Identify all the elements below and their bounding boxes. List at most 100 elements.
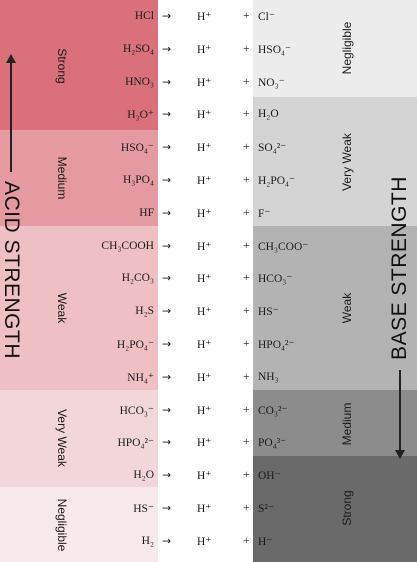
reaction-row: H₂CO₃ → H⁺ + HCO₃⁻ xyxy=(0,262,417,294)
reaction-row: H₂O → H⁺ + OH⁻ xyxy=(0,459,417,491)
dissociation-arrow: → xyxy=(162,337,172,351)
acid-band-strong xyxy=(0,0,158,130)
dissociation-arrow: → xyxy=(162,304,172,318)
proton: H⁺ xyxy=(197,175,212,187)
plus-sign: + xyxy=(243,403,250,416)
dissociation-arrow: → xyxy=(162,140,172,154)
dissociation-arrow: → xyxy=(162,173,172,187)
conjugate-base-formula: Cl⁻ xyxy=(258,11,275,23)
proton: H⁺ xyxy=(197,503,212,515)
proton: H⁺ xyxy=(197,273,212,286)
base-strength-arrow-line xyxy=(399,370,401,450)
reaction-row: H₃PO₄ → H⁺ + H₂PO₄⁻ xyxy=(0,164,417,196)
plus-sign: + xyxy=(243,469,250,482)
acid-formula: HF xyxy=(139,206,154,219)
proton: H⁺ xyxy=(197,240,212,253)
acid-formula: HSO₄⁻ xyxy=(120,142,154,155)
reaction-row: H₃O⁺ → H⁺ + H₂O xyxy=(0,98,417,130)
acid-formula: HCO₃⁻ xyxy=(119,404,154,417)
base-band-negligible xyxy=(253,0,417,97)
acid-formula: H₃PO₄ xyxy=(122,174,154,186)
acid-formula: CH₃COOH xyxy=(101,239,154,252)
acid-formula: HNO₃ xyxy=(125,75,154,88)
acid-formula: HPO₄²⁻ xyxy=(117,437,154,450)
acid-formula: H₂PO₄⁻ xyxy=(116,339,154,351)
dissociation-arrow: → xyxy=(162,435,172,449)
acid-formula: H₂SO₄ xyxy=(122,42,154,55)
reaction-row: H₂PO₄⁻ → H⁺ + HPO₄²⁻ xyxy=(0,328,417,360)
conjugate-base-formula: HS⁻ xyxy=(258,306,279,319)
reaction-row: H₂S → H⁺ + HS⁻ xyxy=(0,295,417,327)
proton: H⁺ xyxy=(197,142,212,155)
conjugate-base-formula: NH₃ xyxy=(258,370,279,383)
dissociation-arrow: → xyxy=(162,271,172,285)
conjugate-base-formula: H⁻ xyxy=(258,535,273,548)
proton: H⁺ xyxy=(197,109,212,122)
reaction-row: H₂SO₄ → H⁺ + HSO₄⁻ xyxy=(0,33,417,65)
proton: H⁺ xyxy=(197,404,212,417)
conjugate-base-formula: SO₄²⁻ xyxy=(258,142,287,155)
conjugate-base-formula: CH₃COO⁻ xyxy=(258,240,309,253)
reaction-row: HNO₃ → H⁺ + NO₃⁻ xyxy=(0,66,417,98)
proton: H⁺ xyxy=(197,535,212,548)
proton: H⁺ xyxy=(197,339,212,351)
plus-sign: + xyxy=(243,502,250,514)
reaction-row: HPO₄²⁻ → H⁺ + PO₄³⁻ xyxy=(0,426,417,458)
acid-band-medium xyxy=(0,130,158,226)
reaction-row: HS⁻ → H⁺ + S²⁻ xyxy=(0,492,417,524)
acid-formula: H₂O xyxy=(133,469,154,482)
plus-sign: + xyxy=(243,534,250,547)
dissociation-arrow: → xyxy=(162,206,172,220)
base-band-weak xyxy=(253,226,417,390)
reaction-row: HCl → H⁺ + Cl⁻ xyxy=(0,0,417,32)
conjugate-base-formula: S²⁻ xyxy=(258,503,274,515)
reaction-row: HCO₃⁻ → H⁺ + CO₃²⁻ xyxy=(0,394,417,426)
acid-strength-arrow-head xyxy=(6,54,16,63)
proton: H⁺ xyxy=(197,371,212,384)
conjugate-base-formula: PO₄³⁻ xyxy=(258,437,287,450)
proton: H⁺ xyxy=(197,207,212,220)
base-strength-arrow-head xyxy=(395,450,405,459)
proton: H⁺ xyxy=(197,437,212,450)
dissociation-arrow: → xyxy=(162,403,172,417)
acid-formula: HS⁻ xyxy=(133,503,154,515)
acid-strength-arrow-line xyxy=(10,62,12,172)
acid-formula: H₂ xyxy=(141,534,154,547)
reaction-row: HSO₄⁻ → H⁺ + SO₄²⁻ xyxy=(0,131,417,163)
dissociation-arrow: → xyxy=(162,9,172,23)
dissociation-arrow: → xyxy=(162,370,172,384)
acid-formula: H₂CO₃ xyxy=(121,272,154,285)
conjugate-base-formula: F⁻ xyxy=(258,207,271,220)
dissociation-arrow: → xyxy=(162,42,172,56)
plus-sign: + xyxy=(243,206,250,219)
proton: H⁺ xyxy=(197,11,212,23)
plus-sign: + xyxy=(243,174,250,186)
conjugate-base-formula: CO₃²⁻ xyxy=(258,404,288,417)
conjugate-base-formula: H₂O xyxy=(258,108,279,121)
reaction-row: H₂ → H⁺ + H⁻ xyxy=(0,525,417,557)
plus-sign: + xyxy=(243,141,250,154)
conjugate-base-formula: HSO₄⁻ xyxy=(258,43,292,56)
dissociation-arrow: → xyxy=(162,239,172,253)
dissociation-arrow: → xyxy=(162,534,172,548)
dissociation-arrow: → xyxy=(162,75,172,89)
proton: H⁺ xyxy=(197,43,212,56)
reaction-row: HF → H⁺ + F⁻ xyxy=(0,197,417,229)
plus-sign: + xyxy=(243,338,250,350)
reaction-row: NH₄⁺ → H⁺ + NH₃ xyxy=(0,361,417,393)
acid-band-weak xyxy=(0,226,158,390)
plus-sign: + xyxy=(243,108,250,121)
acid-formula: HCl xyxy=(134,10,154,22)
plus-sign: + xyxy=(243,75,250,88)
base-band-very-weak xyxy=(253,97,417,226)
dissociation-arrow: → xyxy=(162,501,172,515)
acid-band-negligible xyxy=(0,487,158,562)
plus-sign: + xyxy=(243,370,250,383)
base-band-strong xyxy=(253,456,417,562)
acid-formula: H₂S xyxy=(135,305,154,318)
dissociation-arrow: → xyxy=(162,107,172,121)
plus-sign: + xyxy=(243,436,250,449)
proton: H⁺ xyxy=(197,470,212,483)
proton: H⁺ xyxy=(197,76,212,89)
proton: H⁺ xyxy=(197,306,212,319)
